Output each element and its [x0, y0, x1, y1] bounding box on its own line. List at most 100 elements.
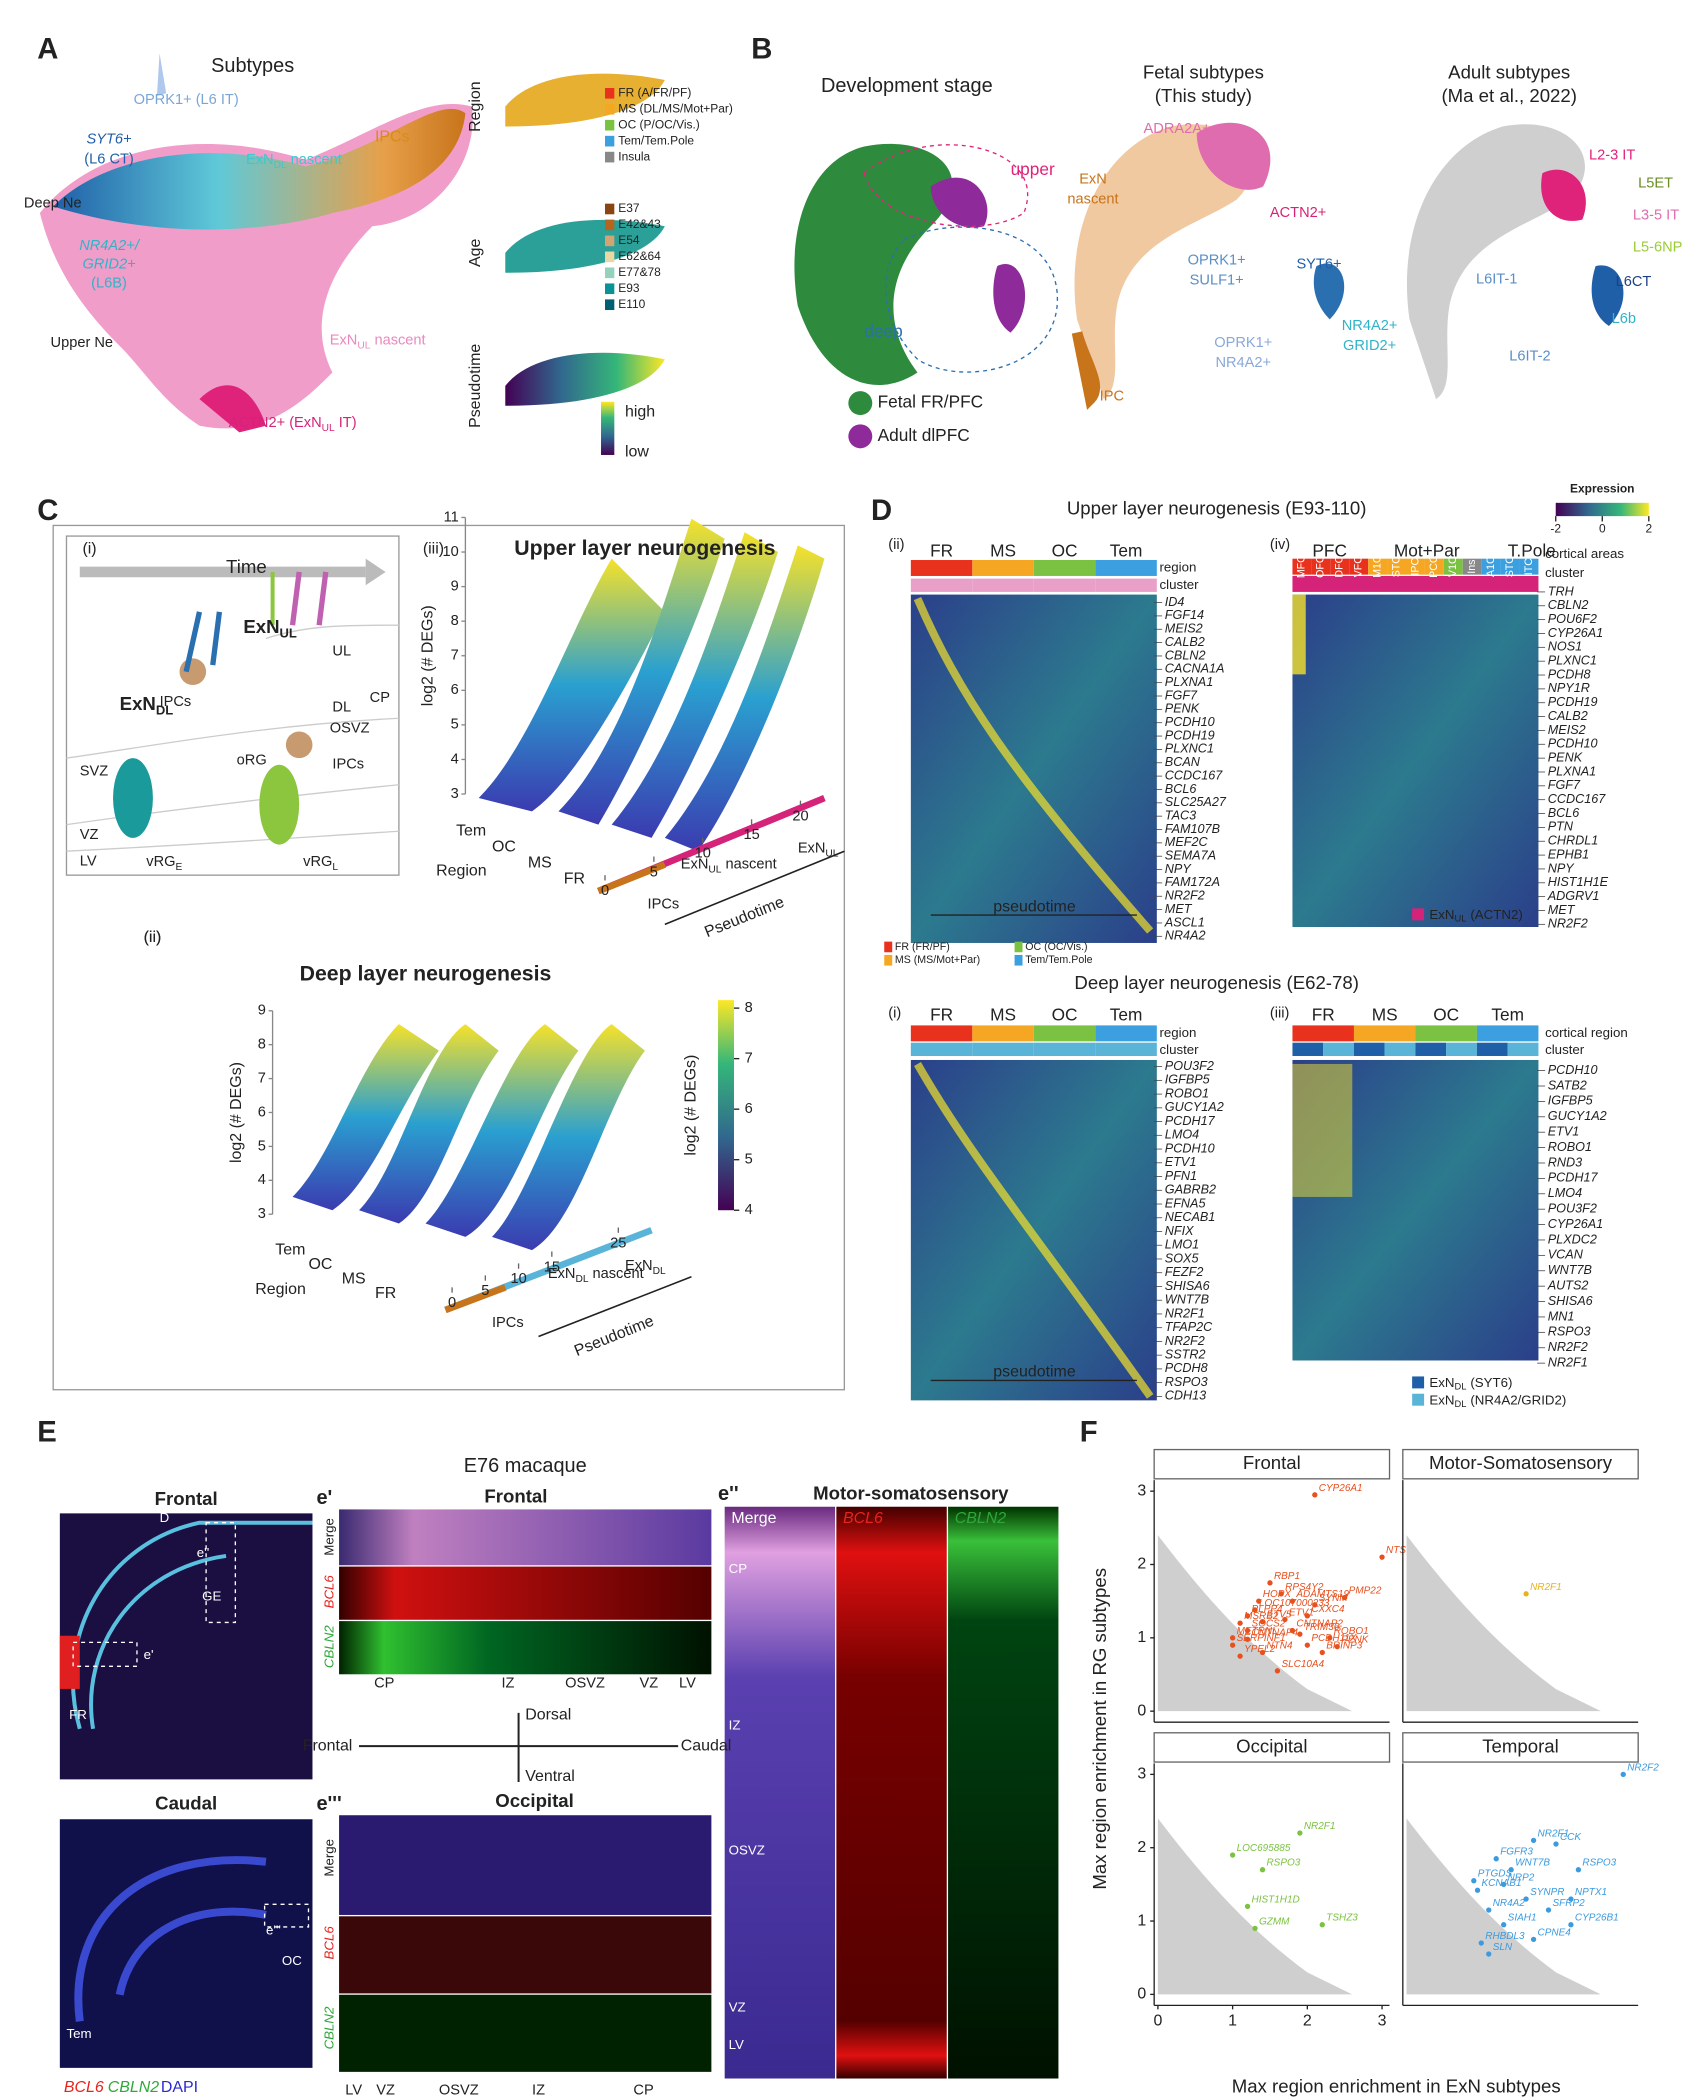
label: Time — [226, 556, 267, 577]
heatmap-pattern — [1292, 1063, 1353, 1197]
label: ExNDL — [625, 1258, 666, 1277]
legend-swatch — [884, 954, 893, 966]
point-label: SYNPR — [1530, 1887, 1564, 1898]
x-tick-label: 15 — [743, 827, 759, 843]
region-bar — [1353, 1025, 1416, 1042]
y-tick-label: 11 — [444, 509, 459, 525]
legend-label: OC (OC/Vis.) — [1025, 941, 1087, 953]
background-cloud — [1406, 1535, 1601, 1712]
label: OSVZ — [439, 2082, 479, 2098]
label-subscript: E — [176, 862, 183, 873]
x-tick-label: 10 — [510, 1271, 526, 1287]
background-cloud — [1406, 1818, 1601, 1995]
label-base: ExN — [120, 693, 156, 714]
stain-label: CBLN2 — [108, 2079, 160, 2096]
axis-label: log2 (# DEGs) — [419, 605, 436, 706]
image — [339, 1994, 712, 2072]
label: L6b — [1612, 311, 1636, 327]
umap-cloud — [1591, 265, 1624, 326]
gene-label: MEF2C — [1165, 835, 1209, 849]
point — [1312, 1492, 1318, 1498]
area-bar — [1424, 558, 1444, 575]
gene-label: PENK — [1548, 750, 1583, 764]
label: e'' — [197, 1545, 209, 1560]
point — [1530, 1936, 1537, 1943]
stain-label: BCL6 — [64, 2079, 104, 2096]
label: L5ET — [1638, 176, 1673, 192]
point-label: WNT7B — [1515, 1858, 1550, 1869]
point — [1244, 1903, 1251, 1910]
region-header: FR — [930, 1005, 953, 1025]
region-header: MS — [1372, 1005, 1398, 1025]
y-tick-label: 6 — [258, 1104, 266, 1120]
gene-label: NR2F1 — [1165, 1306, 1205, 1320]
label: CP — [633, 2082, 653, 2098]
point — [1523, 1591, 1529, 1597]
label: NR4A2+/ — [79, 238, 141, 254]
point — [1289, 1598, 1296, 1604]
region-bar — [1095, 1025, 1157, 1042]
legend-swatch — [1412, 1393, 1425, 1406]
label: e' — [144, 1647, 154, 1662]
umap-cloud — [1074, 124, 1253, 400]
x-tick-label: 3 — [1378, 2013, 1387, 2030]
label: LV — [80, 854, 97, 870]
label: e' — [316, 1487, 332, 1509]
gene-label: POU3F2 — [1548, 1202, 1597, 1216]
y-tick-label: 4 — [258, 1172, 266, 1188]
area-label: MFC — [1296, 555, 1308, 578]
legend-label: FR (FR/PF) — [895, 941, 950, 953]
gene-label: CYP26A1 — [1548, 626, 1603, 640]
point — [1282, 1616, 1288, 1623]
point — [1267, 1580, 1273, 1586]
y-tick-label: 6 — [451, 682, 459, 698]
label-base: ExN — [1429, 1375, 1454, 1390]
label: SYT6+ — [1296, 257, 1341, 273]
area-bar — [1405, 558, 1425, 575]
label: Expression — [1570, 482, 1634, 496]
legend-title: Age — [467, 239, 484, 267]
point-label: SOCS2 — [1252, 1618, 1286, 1629]
y-tick-label: 1 — [1137, 1912, 1146, 1929]
label: (ii) — [888, 537, 904, 553]
gene-label: NFIX — [1165, 1224, 1194, 1238]
gene-label: PCDH17 — [1548, 1171, 1599, 1185]
axis-arrow — [664, 850, 845, 926]
x-tick-label: 0 — [448, 1295, 456, 1311]
point-label: RBP1 — [1274, 1571, 1300, 1582]
gene-label: NR2F2 — [1165, 889, 1205, 903]
y-tick-label: 2 — [1137, 1839, 1146, 1856]
umap-cloud — [505, 352, 665, 406]
label: UL — [332, 644, 351, 660]
gene-label: RSPO3 — [1548, 1325, 1591, 1339]
point-label: TSHZ3 — [1326, 1913, 1358, 1924]
gene-label: ETV1 — [1548, 1125, 1580, 1139]
panel-c-frame — [52, 524, 846, 1391]
label-base: ExN — [681, 856, 709, 872]
point-label: NR2F1 — [1538, 1828, 1570, 1839]
point — [1474, 1887, 1481, 1893]
label: IPCs — [160, 694, 192, 710]
gene-label: CBLN2 — [1548, 598, 1589, 612]
label-subscript: UL — [322, 423, 335, 434]
point — [1334, 1643, 1340, 1650]
label: L3-5 IT — [1633, 207, 1679, 223]
label: CBLN2 — [321, 2006, 336, 2049]
group-header: Mot+Par — [1394, 541, 1460, 561]
label: IPC — [1100, 388, 1124, 404]
axis-label: Max region enrichment in RG subtypes — [1089, 1568, 1110, 1890]
area-bar — [1349, 558, 1369, 575]
point-label: PMP22 — [1349, 1585, 1382, 1596]
facet-title-box — [1153, 1448, 1391, 1480]
label-rest: (NR4A2/GRID2) — [1470, 1392, 1566, 1407]
gene-label: WNT7B — [1548, 1263, 1592, 1277]
y-tick-label: 10 — [442, 544, 458, 560]
point-label: RSPO3 — [1582, 1858, 1616, 1869]
gene-label: RND3 — [1548, 1155, 1582, 1169]
legend-swatch — [605, 119, 615, 131]
gene-label: MN1 — [1548, 1309, 1575, 1323]
region-bar — [972, 560, 1034, 576]
y-tick-label: 7 — [451, 648, 459, 664]
point — [1259, 1649, 1266, 1656]
region-bar — [1095, 560, 1157, 576]
